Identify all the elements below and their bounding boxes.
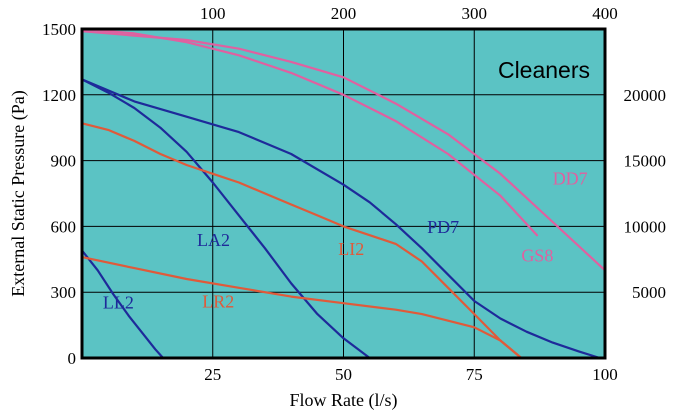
x-tick-label: 50 [335,365,352,384]
chart-title: Cleaners [498,57,590,83]
series-label-lr2: LR2 [202,292,234,312]
top-tick-label: 400 [592,4,618,23]
series-label-ll2: LL2 [103,293,134,313]
y-tick-label: 1200 [42,86,76,105]
top-tick-label: 300 [462,4,488,23]
x-tick-label: 25 [204,365,221,384]
series-label-gs8: GS8 [521,245,553,265]
y-tick-label: 0 [68,349,77,368]
x-axis-label: Flow Rate (l/s) [290,390,398,411]
top-tick-label: 100 [200,4,226,23]
right-tick-label: 15000 [624,152,667,171]
y-tick-label: 600 [51,217,77,236]
series-label-la2: LA2 [197,230,230,250]
top-tick-label: 200 [331,4,357,23]
y-tick-label: 300 [51,283,77,302]
y-tick-label: 1500 [42,20,76,39]
x-tick-label: 100 [592,365,618,384]
right-tick-label: 5000 [632,283,666,302]
x-tick-label: 75 [466,365,483,384]
series-label-dd7: DD7 [553,169,588,189]
y-tick-label: 900 [51,152,77,171]
series-label-pd7: PD7 [427,217,459,237]
y-axis-label: External Static Pressure (Pa) [8,90,29,296]
series-label-li2: LI2 [338,239,364,259]
right-tick-label: 20000 [624,86,667,105]
right-tick-label: 10000 [624,217,667,236]
